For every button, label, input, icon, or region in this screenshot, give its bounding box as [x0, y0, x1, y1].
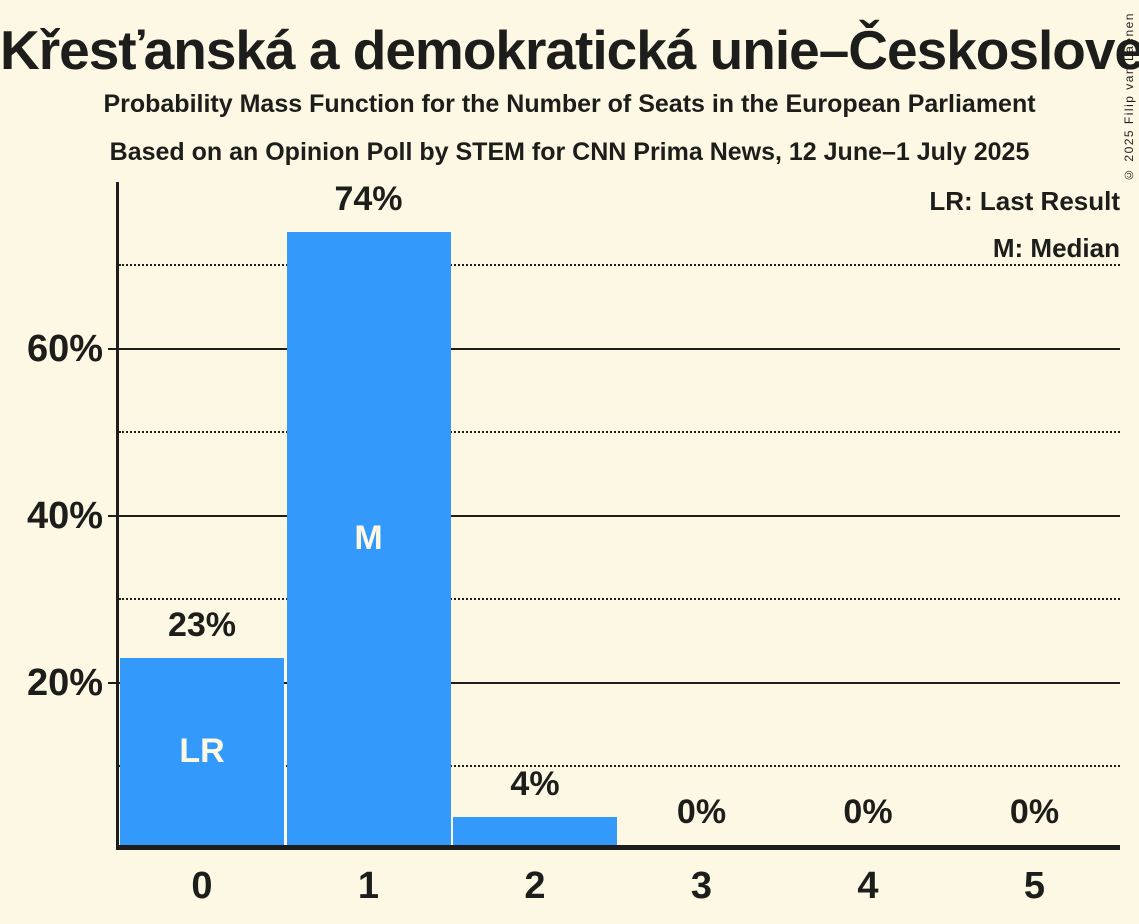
x-tick-label-5: 5: [1023, 865, 1046, 907]
bar-value-label-3: 0%: [676, 793, 727, 831]
x-tick-label-2: 2: [524, 865, 546, 907]
x-tick-label-4: 4: [857, 865, 879, 907]
gridline-solid-60: [108, 348, 1120, 350]
poll-details: Based on an Opinion Poll by STEM for CNN…: [109, 138, 1030, 166]
y-axis-label-40: 40%: [26, 495, 103, 537]
bar-value-label-1: 74%: [334, 180, 403, 218]
x-tick-label-1: 1: [357, 865, 380, 907]
gridline-dotted-10: [119, 764, 1120, 767]
bar-seats-2: [453, 817, 617, 845]
y-axis-label-20: 20%: [26, 662, 103, 704]
x-tick-label-3: 3: [690, 865, 713, 907]
page-title: Křesťanská a demokratická unie–Českoslov…: [0, 19, 1139, 81]
copyright-notice: © 2025 Filip van Laenen: [1122, 12, 1136, 182]
bar-seats-1: M: [286, 232, 451, 845]
bar-annotation-lr: LR: [179, 732, 225, 770]
gridline-dotted-50: [119, 430, 1120, 433]
plot-area: LR 23% M 74% 4% 0% 0% 0%: [108, 180, 1120, 850]
y-axis-label-60: 60%: [26, 328, 103, 370]
bar-value-label-5: 0%: [1009, 793, 1060, 831]
gridline-dotted-70: [119, 263, 1120, 266]
bar-annotation-m: M: [354, 519, 383, 557]
gridline-solid-40: [108, 515, 1120, 517]
bar-seats-0: LR: [120, 658, 284, 845]
legend-last-result: LR: Last Result: [929, 186, 1120, 216]
bar-value-label-2: 4%: [510, 765, 560, 803]
bar-value-label-0: 23%: [167, 606, 237, 644]
bar-value-label-4: 0%: [843, 793, 893, 831]
x-tick-label-0: 0: [191, 865, 213, 907]
gridline-dotted-30: [119, 597, 1120, 600]
gridline-solid-20: [108, 682, 1120, 684]
chart-subtitle: Probability Mass Function for the Number…: [103, 90, 1036, 118]
legend-median: M: Median: [992, 233, 1120, 263]
